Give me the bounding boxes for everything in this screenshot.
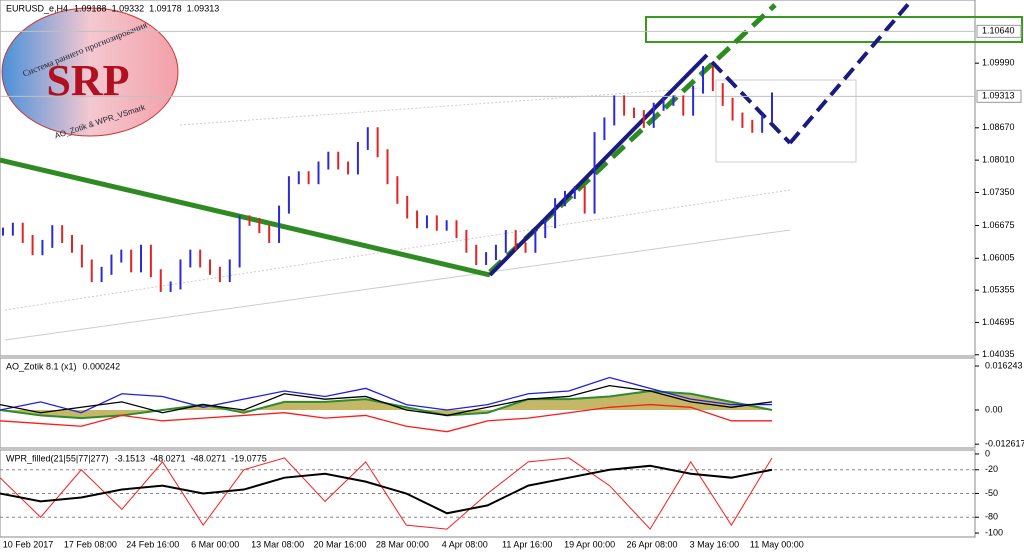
quote-value: 1.09188: [74, 3, 107, 13]
x-tick-label: 26 Apr 08:00: [626, 539, 677, 549]
x-tick-label: 28 Mar 00:00: [376, 539, 429, 549]
y-tick-label: 1.08670: [982, 122, 1015, 132]
wave-line: [488, 53, 709, 277]
x-tick-label: 6 Mar 00:00: [191, 539, 239, 549]
y-tick-label: -0.012617: [985, 439, 1024, 449]
y-tick-label: 0.00: [985, 404, 1003, 414]
x-tick-label: 19 Apr 00:00: [564, 539, 615, 549]
quote-value: -3.1513: [115, 453, 146, 463]
y-tick-label: 1.04695: [982, 317, 1015, 327]
price-level-box: [976, 89, 1022, 103]
series-line: [0, 403, 772, 433]
series-line: [0, 457, 773, 530]
panel-title: WPR_filled(21|55|77|277): [6, 453, 109, 463]
series-line: [0, 464, 773, 515]
ao-frame: [0, 357, 976, 449]
target-box: [715, 79, 857, 163]
y-tick-label: -100: [985, 527, 1003, 537]
y-tick-label: -50: [985, 488, 998, 498]
series-line: [0, 376, 772, 414]
price-level-label: 1.10640: [982, 26, 1015, 36]
y-tick-label: 0: [985, 448, 990, 458]
drawings: [0, 0, 1023, 341]
panel-title: EURUSD_e,H4: [6, 3, 68, 13]
y-tick-label: 1.06005: [982, 253, 1015, 263]
wave-line: [710, 60, 792, 145]
y-tick-label: -80: [985, 512, 998, 522]
price-level-box: [976, 24, 1022, 38]
x-tick-label: 13 Mar 08:00: [251, 539, 304, 549]
series-line: [0, 384, 773, 417]
quote-value: -19.0775: [231, 453, 267, 463]
x-tick-label: 17 Feb 08:00: [64, 539, 117, 549]
y-tick-label: 1.07350: [982, 187, 1015, 197]
x-tick-label: 11 Apr 16:00: [502, 539, 552, 549]
y-tick-label: -20: [985, 464, 998, 474]
y-tick-label: 1.09990: [982, 58, 1015, 68]
trend-channel: [4, 229, 791, 341]
quote-value: -48.0271: [150, 453, 186, 463]
x-tick-label: 24 Feb 16:00: [126, 539, 179, 549]
logo-ellipse: [1, 7, 179, 137]
trend-line: [488, 3, 777, 274]
x-tick-label: 10 Feb 2017: [3, 539, 54, 549]
target-zone: [645, 16, 1023, 43]
logo-text: SRP: [46, 56, 129, 105]
main-frame: [0, 0, 976, 357]
logo: SRP Система раннего прогнозирования AO_Z…: [1, 7, 179, 141]
quote-value: 1.09332: [112, 3, 145, 13]
y-tick-label: 0.016243: [985, 360, 1023, 370]
quote-value: 1.09313: [187, 3, 220, 13]
y-tick-label: 1.05355: [982, 285, 1015, 295]
quote-value: 1.09178: [149, 3, 182, 13]
y-tick-label: 1.04035: [982, 349, 1015, 359]
panel-title: AO_Zotik 8.1 (x1): [6, 361, 77, 371]
x-tick-label: 3 May 16:00: [690, 539, 740, 549]
quote-value: -48.0271: [191, 453, 227, 463]
trend-channel: [179, 87, 701, 126]
x-tick-label: 4 Apr 08:00: [442, 539, 488, 549]
x-tick-label: 11 May 00:00: [750, 539, 804, 549]
y-tick-label: 1.06675: [982, 220, 1015, 230]
price-level-label: 1.09313: [982, 91, 1015, 101]
y-tick-label: 1.08010: [982, 155, 1015, 165]
quote-value: 0.000242: [83, 361, 121, 371]
wave-line: [788, 0, 912, 145]
area: [0, 391, 772, 419]
trend-channel: [4, 189, 791, 311]
trend-line: [0, 157, 491, 278]
x-tick-label: 20 Mar 16:00: [313, 539, 366, 549]
